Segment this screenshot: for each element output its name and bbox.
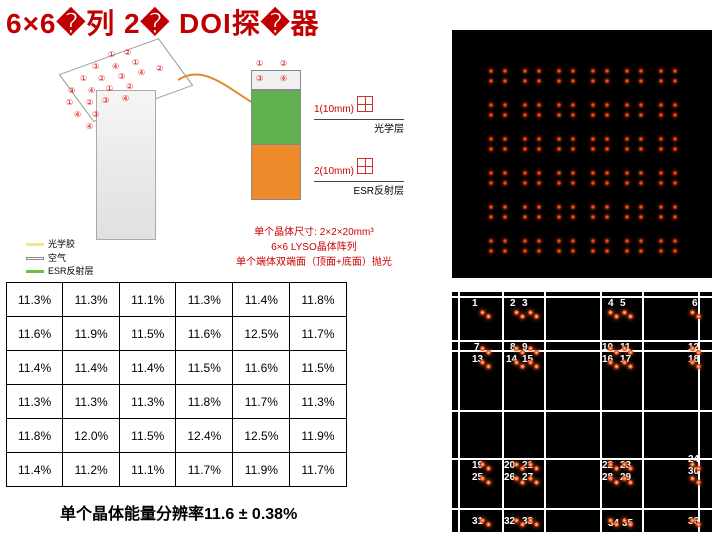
table-cell: 11.4%: [63, 351, 120, 385]
table-cell: 11.8%: [290, 283, 346, 317]
table-cell: 12.5%: [233, 419, 290, 453]
table-cell: 11.3%: [290, 385, 346, 419]
table-cell: 11.8%: [176, 385, 233, 419]
table-cell: 11.9%: [233, 453, 290, 487]
table-cell: 11.8%: [7, 419, 63, 453]
table-cell: 11.4%: [7, 453, 63, 487]
table-cell: 11.4%: [7, 351, 63, 385]
table-cell: 11.3%: [7, 283, 63, 317]
flood-histogram-bottom: 1234567891011121314151617181920212223242…: [452, 288, 712, 532]
table-cell: 11.2%: [63, 453, 120, 487]
flood-cell-number: 4: [608, 298, 614, 309]
table-cell: 11.6%: [233, 351, 290, 385]
table-cell: 11.5%: [120, 419, 176, 453]
table-cell: 11.5%: [176, 351, 233, 385]
table-cell: 12.0%: [63, 419, 120, 453]
table-cell: 11.7%: [176, 453, 233, 487]
legend-left: 光学胶 空气 ESR反射层: [26, 238, 94, 279]
table-cell: 11.3%: [63, 385, 120, 419]
layer1-label: 1(10mm) 光学层: [314, 96, 404, 135]
detector-diagram: ① ② ③ ④ ① ① ② ③ ④ ② ③ ④ ① ② ① ② ③ ④ ④ ③ …: [6, 40, 436, 270]
footer-summary: 单个晶体能量分辨率11.6 ± 0.38%: [60, 500, 297, 524]
table-cell: 11.4%: [120, 351, 176, 385]
flood-histogram-top: [452, 30, 712, 278]
flood-cell-number: 2: [510, 298, 516, 309]
table-cell: 11.1%: [120, 453, 176, 487]
flood-cell-number: 7: [474, 342, 480, 353]
energy-resolution-table: 11.3%11.3%11.1%11.3%11.4%11.8%11.6%11.9%…: [6, 282, 347, 487]
table-cell: 11.5%: [120, 317, 176, 351]
table-cell: 11.3%: [7, 385, 63, 419]
table-cell: 11.6%: [7, 317, 63, 351]
table-cell: 11.6%: [176, 317, 233, 351]
flood-cell-number: 5: [620, 298, 626, 309]
table-cell: 11.5%: [290, 351, 346, 385]
table-cell: 11.7%: [290, 317, 346, 351]
sub-detector: ① ② ③ ④: [251, 70, 301, 210]
table-cell: 12.5%: [233, 317, 290, 351]
grid-icon: [357, 158, 373, 174]
red-caption: 单个晶体尺寸: 2×2×20mm³ 6×6 LYSO晶体阵列 单个端体双端面（顶…: [236, 225, 392, 270]
table-cell: 11.3%: [63, 283, 120, 317]
table-cell: 11.7%: [233, 385, 290, 419]
flood-cell-number: 1: [472, 298, 478, 309]
table-cell: 11.9%: [290, 419, 346, 453]
table-cell: 11.7%: [290, 453, 346, 487]
page-title: 6×6�列 2� DOI探�器: [6, 2, 320, 42]
table-cell: 11.9%: [63, 317, 120, 351]
table-cell: 11.1%: [120, 283, 176, 317]
flood-cell-number: 3: [522, 298, 528, 309]
table-cell: 11.4%: [233, 283, 290, 317]
table-cell: 11.3%: [176, 283, 233, 317]
table-cell: 11.3%: [120, 385, 176, 419]
table-cell: 12.4%: [176, 419, 233, 453]
grid-icon: [357, 96, 373, 112]
layer2-label: 2(10mm) ESR反射层: [314, 158, 404, 197]
flood-cell-number: 6: [692, 298, 698, 309]
